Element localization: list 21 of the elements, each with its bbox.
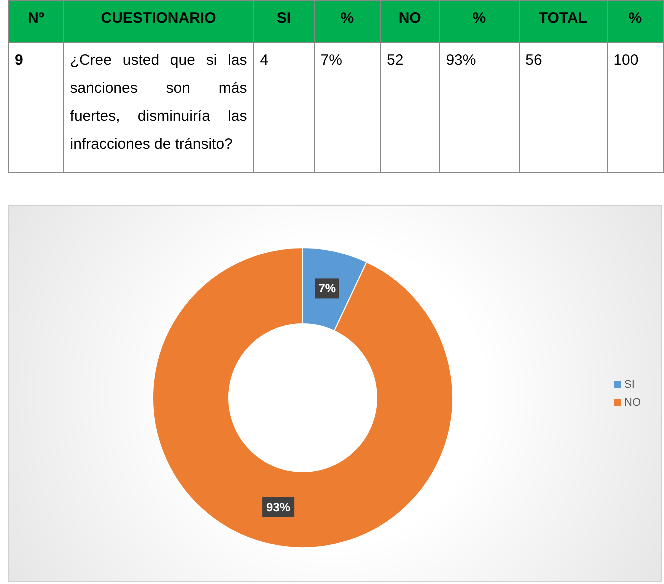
data-label: 93% xyxy=(266,500,291,514)
text: 4 xyxy=(254,42,314,172)
text: 93% xyxy=(440,42,520,172)
text: % xyxy=(607,0,664,42)
text: 100 xyxy=(607,42,664,172)
text: % xyxy=(440,0,520,42)
donut-slice xyxy=(152,248,454,548)
text: 7% xyxy=(314,42,381,172)
legend-label: NO xyxy=(624,396,641,410)
text: Nº xyxy=(8,0,64,42)
data-label: 7% xyxy=(318,282,336,296)
legend-label: SI xyxy=(624,378,635,392)
text: % xyxy=(314,0,381,42)
text: TOTAL xyxy=(519,0,608,42)
text: 9 xyxy=(8,42,64,172)
text: CUESTIONARIO xyxy=(64,0,254,42)
text: ¿Cree usted que si las sanciones son más fuertes, disminuiría las infracciones de tránsito? xyxy=(64,42,254,172)
text: SI xyxy=(254,0,314,42)
text: 52 xyxy=(380,42,440,172)
text: 56 xyxy=(519,42,608,172)
text: NO xyxy=(380,0,440,42)
